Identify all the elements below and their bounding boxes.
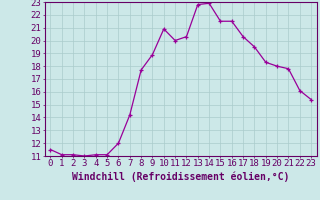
X-axis label: Windchill (Refroidissement éolien,°C): Windchill (Refroidissement éolien,°C) (72, 171, 290, 182)
